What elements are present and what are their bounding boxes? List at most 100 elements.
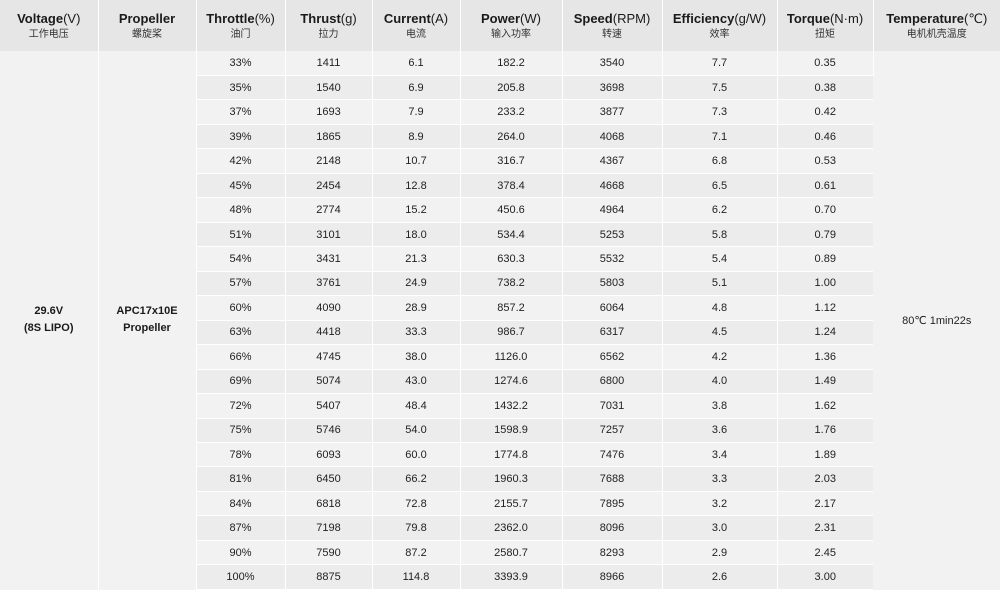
cell-thrust: 1411 xyxy=(285,51,373,76)
cell-torque: 3.00 xyxy=(777,564,873,590)
table-row: 75% 5746 54.0 1598.9 7257 3.6 1.76 xyxy=(0,418,1000,444)
cell-efficiency: 7.5 xyxy=(662,75,778,101)
column-header-label: Torque(N·m) xyxy=(778,11,873,27)
cell-thrust: 4090 xyxy=(285,295,373,321)
cell-speed: 8096 xyxy=(562,515,663,541)
cell-efficiency: 3.0 xyxy=(662,515,778,541)
cell-throttle: 60% xyxy=(196,295,286,321)
column-header-speed: Speed(RPM) 转速 xyxy=(562,0,663,51)
cell-speed: 8293 xyxy=(562,540,663,566)
column-header-title: Current xyxy=(383,11,431,26)
cell-speed: 4964 xyxy=(562,197,663,223)
cell-power: 1960.3 xyxy=(460,466,563,492)
cell-speed: 3877 xyxy=(562,99,663,125)
cell-efficiency: 2.9 xyxy=(662,540,778,566)
cell-torque: 0.38 xyxy=(777,75,873,101)
cell-speed: 6317 xyxy=(562,320,663,346)
cell-thrust: 8875 xyxy=(285,564,373,590)
cell-torque: 0.89 xyxy=(777,246,873,272)
cell-throttle: 78% xyxy=(196,442,286,468)
table-body: 29.6V (8S LIPO) APC17x10E Propeller 33% 1411 6… xyxy=(0,51,1000,590)
cell-power: 630.3 xyxy=(460,246,563,272)
cell-thrust: 2454 xyxy=(285,173,373,199)
column-header-title: Throttle xyxy=(206,11,255,26)
cell-throttle: 45% xyxy=(196,173,286,199)
cell-thrust: 4418 xyxy=(285,320,373,346)
cell-speed: 8966 xyxy=(562,564,663,590)
column-header-voltage: Voltage(V) 工作电压 xyxy=(0,0,99,51)
table-row: 60% 4090 28.9 857.2 6064 4.8 1.12 xyxy=(0,295,1000,321)
cell-torque: 0.70 xyxy=(777,197,873,223)
cell-throttle: 39% xyxy=(196,124,286,150)
cell-efficiency: 7.1 xyxy=(662,124,778,150)
voltage-value: 29.6V xyxy=(34,305,64,318)
cell-current: 28.9 xyxy=(372,295,461,321)
table-row: 66% 4745 38.0 1126.0 6562 4.2 1.36 xyxy=(0,344,1000,370)
cell-thrust: 2148 xyxy=(285,148,373,174)
cell-speed: 3698 xyxy=(562,75,663,101)
cell-throttle: 84% xyxy=(196,491,286,517)
column-header-unit: (V) xyxy=(63,11,81,26)
cell-power: 1432.2 xyxy=(460,393,563,419)
cell-current: 8.9 xyxy=(372,124,461,150)
table-row: 57% 3761 24.9 738.2 5803 5.1 1.00 xyxy=(0,271,1000,297)
cell-efficiency: 4.5 xyxy=(662,320,778,346)
propeller-cell: APC17x10E Propeller xyxy=(98,51,197,590)
table-row: 42% 2148 10.7 316.7 4367 6.8 0.53 xyxy=(0,148,1000,174)
cell-thrust: 1865 xyxy=(285,124,373,150)
cell-power: 3393.9 xyxy=(460,564,563,590)
cell-power: 1274.6 xyxy=(460,369,563,395)
cell-thrust: 3101 xyxy=(285,222,373,248)
cell-current: 87.2 xyxy=(372,540,461,566)
cell-speed: 3540 xyxy=(562,51,663,76)
cell-efficiency: 7.3 xyxy=(662,99,778,125)
cell-speed: 5803 xyxy=(562,271,663,297)
cell-thrust: 6093 xyxy=(285,442,373,468)
cell-thrust: 5407 xyxy=(285,393,373,419)
column-header-label: Propeller xyxy=(99,11,196,27)
table-row: 63% 4418 33.3 986.7 6317 4.5 1.24 xyxy=(0,320,1000,346)
cell-thrust: 6818 xyxy=(285,491,373,517)
cell-efficiency: 5.1 xyxy=(662,271,778,297)
cell-power: 857.2 xyxy=(460,295,563,321)
table-row: 72% 5407 48.4 1432.2 7031 3.8 1.62 xyxy=(0,393,1000,419)
column-header-label: Current(A) xyxy=(373,11,460,27)
cell-throttle: 90% xyxy=(196,540,286,566)
cell-speed: 7257 xyxy=(562,418,663,444)
cell-efficiency: 6.2 xyxy=(662,197,778,223)
cell-power: 2580.7 xyxy=(460,540,563,566)
temperature-cell: 80℃ 1min22s xyxy=(873,51,1000,590)
cell-efficiency: 4.0 xyxy=(662,369,778,395)
table-row: 48% 2774 15.2 450.6 4964 6.2 0.70 xyxy=(0,197,1000,223)
cell-thrust: 2774 xyxy=(285,197,373,223)
cell-torque: 1.76 xyxy=(777,418,873,444)
cell-thrust: 7198 xyxy=(285,515,373,541)
column-header-temperature: Temperature(℃) 电机机壳温度 xyxy=(873,0,1000,51)
table-row: 84% 6818 72.8 2155.7 7895 3.2 2.17 xyxy=(0,491,1000,517)
cell-efficiency: 4.8 xyxy=(662,295,778,321)
column-header-label: Speed(RPM) xyxy=(563,11,662,27)
cell-current: 60.0 xyxy=(372,442,461,468)
column-header-subtitle: 输入功率 xyxy=(491,29,531,40)
cell-throttle: 54% xyxy=(196,246,286,272)
cell-thrust: 3761 xyxy=(285,271,373,297)
cell-torque: 0.53 xyxy=(777,148,873,174)
cell-speed: 5253 xyxy=(562,222,663,248)
propeller-model: APC17x10E xyxy=(116,305,178,318)
cell-throttle: 66% xyxy=(196,344,286,370)
cell-efficiency: 7.7 xyxy=(662,51,778,76)
cell-speed: 4668 xyxy=(562,173,663,199)
column-header-subtitle: 效率 xyxy=(709,29,730,40)
column-header-label: Thrust(g) xyxy=(286,11,372,27)
column-header-subtitle: 油门 xyxy=(230,29,251,40)
cell-efficiency: 2.6 xyxy=(662,564,778,590)
cell-torque: 1.00 xyxy=(777,271,873,297)
cell-throttle: 37% xyxy=(196,99,286,125)
cell-efficiency: 3.6 xyxy=(662,418,778,444)
column-header-title: Thrust xyxy=(300,11,341,26)
table-row: 90% 7590 87.2 2580.7 8293 2.9 2.45 xyxy=(0,540,1000,566)
cell-power: 233.2 xyxy=(460,99,563,125)
cell-current: 6.1 xyxy=(372,51,461,76)
cell-thrust: 4745 xyxy=(285,344,373,370)
